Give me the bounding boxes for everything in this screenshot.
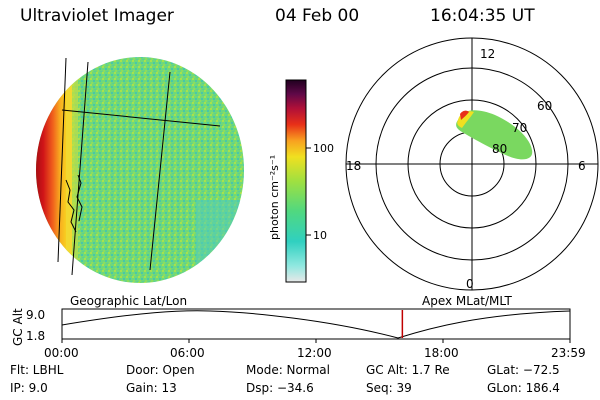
polar-label-lat-60: 60 (537, 99, 552, 113)
info-ip: IP: 9.0 (10, 381, 48, 395)
info-seq: Seq: 39 (366, 381, 412, 395)
apex-panel-label: Apex MLat/MLT (422, 294, 512, 308)
altitude-ymax: 9.0 (26, 308, 45, 322)
colorbar-label: photon cm⁻²s⁻¹ (268, 155, 281, 240)
info-flt: Flt: LBHL (10, 363, 64, 377)
polar-label-12: 12 (480, 47, 495, 61)
info-door: Door: Open (126, 363, 195, 377)
polar-label-6: 6 (578, 159, 586, 173)
polar-label-0: 0 (466, 277, 474, 291)
info-glon: GLon: 186.4 (487, 381, 560, 395)
info-gain: Gain: 13 (126, 381, 177, 395)
altitude-ylabel: GC Alt (11, 308, 25, 346)
instrument-title: Ultraviolet Imager (20, 6, 174, 26)
polar-label-lat-70: 70 (512, 121, 527, 135)
x-tick-1800: 18:00 (424, 346, 459, 360)
info-mode: Mode: Normal (246, 363, 330, 377)
info-gc-alt: GC Alt: 1.7 Re (366, 363, 450, 377)
altitude-ymin: 1.8 (26, 329, 45, 343)
info-dsp: Dsp: −34.6 (246, 381, 314, 395)
auroral-oval (456, 110, 533, 160)
polar-label-18: 18 (346, 159, 361, 173)
x-tick-1200: 12:00 (297, 346, 332, 360)
date-label: 04 Feb 00 (275, 6, 360, 26)
polar-label-lat-80: 80 (492, 142, 507, 156)
colorbar-tick-100: 100 (313, 142, 334, 155)
colorbar-tick-10: 10 (313, 229, 327, 242)
x-tick-2359: 23:59 (551, 346, 586, 360)
x-tick-0000: 00:00 (44, 346, 79, 360)
geo-grid-lines (57, 57, 221, 276)
geo-panel-label: Geographic Lat/Lon (70, 294, 188, 308)
info-glat: GLat: −72.5 (487, 363, 560, 377)
time-label: 16:04:35 UT (430, 6, 535, 26)
x-tick-0600: 06:00 (170, 346, 205, 360)
